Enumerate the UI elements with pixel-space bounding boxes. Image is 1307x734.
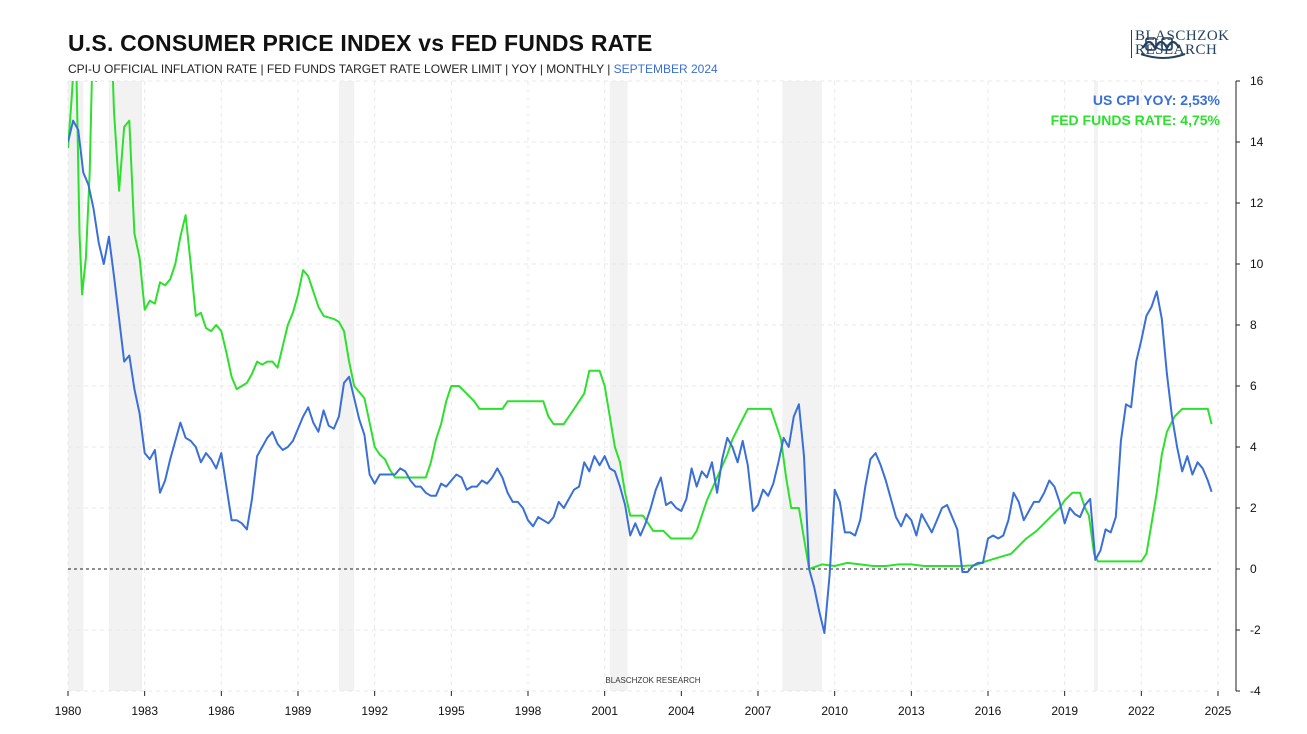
y-tick-label: 10 xyxy=(1250,257,1264,271)
logo-wordmark: BLASCHZOK RESEARCH xyxy=(1135,28,1230,58)
x-tick-label: 2019 xyxy=(1051,704,1078,718)
recession-band xyxy=(338,81,355,691)
y-tick-label: -2 xyxy=(1250,623,1261,637)
y-tick-label: -4 xyxy=(1250,684,1261,698)
y-axis-ticks: 16 14 12 10 8 6 4 2 0 -2 -4 xyxy=(1236,74,1264,698)
x-tick-label: 2016 xyxy=(975,704,1002,718)
fed-funds-series-line xyxy=(68,81,1213,570)
x-tick-label: 1983 xyxy=(131,704,158,718)
watermark-text: BLASCHZOK RESEARCH xyxy=(605,676,700,685)
legend-cpi: US CPI YOY: 2,53% xyxy=(1093,92,1221,108)
x-tick-label: 1995 xyxy=(438,704,465,718)
grid-lines xyxy=(67,80,1219,692)
y-tick-label: 8 xyxy=(1250,318,1257,332)
cpi-series-line xyxy=(68,119,1213,634)
x-tick-label: 1980 xyxy=(55,704,82,718)
logo-mark-icon xyxy=(1140,37,1186,59)
subtitle-date: SEPTEMBER 2024 xyxy=(613,62,718,76)
x-axis-ticks: 1980 1983 1986 1989 1992 1995 1998 2001 2004 2007… xyxy=(55,691,1232,718)
y-tick-label: 12 xyxy=(1250,196,1264,210)
legend-fed: FED FUNDS RATE: 4,75% xyxy=(1051,112,1221,128)
logo-line1: BLASCHZOK xyxy=(1135,28,1230,44)
logo-divider xyxy=(1131,30,1132,58)
x-tick-label: 2001 xyxy=(591,704,618,718)
logo-line2: RESEARCH xyxy=(1135,42,1218,58)
series-lines xyxy=(68,81,1213,634)
y-tick-label: 14 xyxy=(1250,135,1264,149)
x-tick-label: 1989 xyxy=(285,704,312,718)
y-tick-label: 6 xyxy=(1250,379,1257,393)
y-tick-label: 16 xyxy=(1250,74,1264,88)
x-tick-label: 2022 xyxy=(1128,704,1155,718)
x-tick-label: 2013 xyxy=(898,704,925,718)
x-tick-label: 2010 xyxy=(821,704,848,718)
chart-title: U.S. CONSUMER PRICE INDEX vs FED FUNDS R… xyxy=(68,30,653,56)
chart-subtitle: CPI-U OFFICIAL INFLATION RATE | FED FUND… xyxy=(68,62,718,76)
x-tick-label: 2007 xyxy=(745,704,772,718)
y-tick-label: 0 xyxy=(1250,562,1257,576)
y-tick-label: 2 xyxy=(1250,501,1257,515)
x-tick-label: 2025 xyxy=(1205,704,1232,718)
y-tick-label: 4 xyxy=(1250,440,1257,454)
x-tick-label: 1992 xyxy=(361,704,388,718)
x-tick-label: 1986 xyxy=(208,704,235,718)
subtitle-text: CPI-U OFFICIAL INFLATION RATE | FED FUND… xyxy=(68,62,614,76)
x-tick-label: 1998 xyxy=(515,704,542,718)
recession-band xyxy=(609,81,628,691)
x-tick-label: 2004 xyxy=(668,704,695,718)
